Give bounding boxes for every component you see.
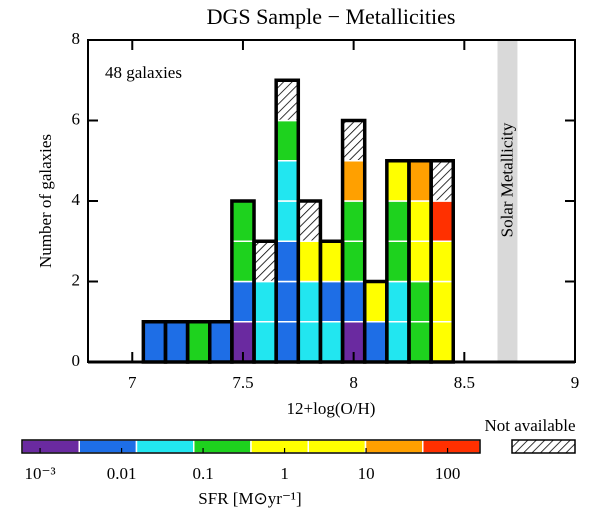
cell bbox=[430, 321, 455, 363]
cell bbox=[430, 280, 455, 323]
cell bbox=[386, 280, 410, 323]
cell bbox=[231, 240, 255, 283]
cell bbox=[253, 321, 277, 363]
cell bbox=[430, 160, 455, 202]
cell bbox=[386, 240, 410, 283]
colorbar-swatch bbox=[250, 439, 309, 454]
y-tick-label: 0 bbox=[72, 351, 81, 370]
cell bbox=[297, 321, 322, 363]
cell bbox=[297, 240, 322, 283]
band-label: Solar Metallicity bbox=[497, 122, 516, 237]
cell bbox=[253, 240, 277, 283]
cell bbox=[386, 321, 410, 363]
cell bbox=[231, 200, 255, 242]
colorbar-tick-label: 1 bbox=[280, 464, 289, 483]
missing-swatch bbox=[511, 439, 576, 454]
cell bbox=[430, 200, 455, 242]
x-axis-label: 12+log(O/H) bbox=[287, 399, 376, 418]
cell bbox=[253, 280, 277, 323]
colorbar-tick-label: 0.01 bbox=[107, 464, 137, 483]
cell bbox=[386, 160, 410, 202]
y-tick-label: 4 bbox=[72, 190, 81, 209]
colorbar-tick-label: 100 bbox=[435, 464, 461, 483]
missing-label: Not available bbox=[484, 416, 575, 435]
cell bbox=[341, 240, 366, 283]
cell bbox=[363, 321, 388, 363]
cell bbox=[297, 200, 322, 242]
cell bbox=[430, 240, 455, 283]
cell bbox=[408, 321, 432, 363]
cell bbox=[275, 119, 300, 162]
cell bbox=[319, 321, 344, 363]
cell bbox=[186, 321, 211, 363]
cell bbox=[341, 160, 366, 202]
cell bbox=[275, 280, 300, 323]
colorbar-frame bbox=[21, 439, 481, 454]
cell bbox=[297, 280, 322, 323]
cell bbox=[231, 280, 255, 323]
colorbar-swatch bbox=[21, 439, 80, 454]
annotation: 48 galaxies bbox=[105, 63, 182, 82]
colorbar-swatch bbox=[422, 439, 481, 454]
colorbar-tick-label: 0.1 bbox=[192, 464, 213, 483]
chart-title: DGS Sample − Metallicities bbox=[207, 4, 456, 29]
cell bbox=[408, 200, 432, 242]
colorbar-swatch bbox=[364, 439, 424, 454]
cell bbox=[164, 321, 189, 363]
cell bbox=[386, 200, 410, 242]
cell bbox=[275, 79, 300, 122]
colorbar-tick-label: 10⁻³ bbox=[25, 464, 56, 483]
y-tick-label: 8 bbox=[72, 29, 81, 48]
colorbar-swatch bbox=[193, 439, 252, 454]
colorbar-tick-label: 10 bbox=[358, 464, 375, 483]
cell bbox=[363, 280, 388, 323]
x-tick-label: 8 bbox=[349, 373, 358, 392]
cell bbox=[275, 321, 300, 363]
x-tick-label: 9 bbox=[571, 373, 580, 392]
colorbar-swatch bbox=[135, 439, 195, 454]
cell bbox=[341, 119, 366, 162]
cell bbox=[341, 280, 366, 323]
cell bbox=[275, 200, 300, 242]
colorbar-swatch bbox=[78, 439, 138, 454]
x-tick-label: 7 bbox=[128, 373, 137, 392]
x-tick-label: 8.5 bbox=[454, 373, 475, 392]
cell bbox=[408, 160, 432, 202]
colorbar-label: SFR [M⊙yr⁻¹] bbox=[198, 489, 301, 508]
colorbar-swatch bbox=[307, 439, 367, 454]
y-axis-label: Number of galaxies bbox=[36, 134, 55, 268]
y-tick-label: 6 bbox=[72, 109, 81, 128]
cell bbox=[408, 280, 432, 323]
x-tick-label: 7.5 bbox=[232, 373, 253, 392]
cell bbox=[142, 321, 167, 363]
cell bbox=[319, 280, 344, 323]
cell bbox=[319, 240, 344, 283]
cell bbox=[275, 160, 300, 202]
cell bbox=[209, 321, 233, 363]
y-tick-label: 2 bbox=[72, 270, 81, 289]
cell bbox=[408, 240, 432, 283]
cell bbox=[275, 240, 300, 283]
cell bbox=[341, 200, 366, 242]
solar-band bbox=[497, 40, 518, 362]
